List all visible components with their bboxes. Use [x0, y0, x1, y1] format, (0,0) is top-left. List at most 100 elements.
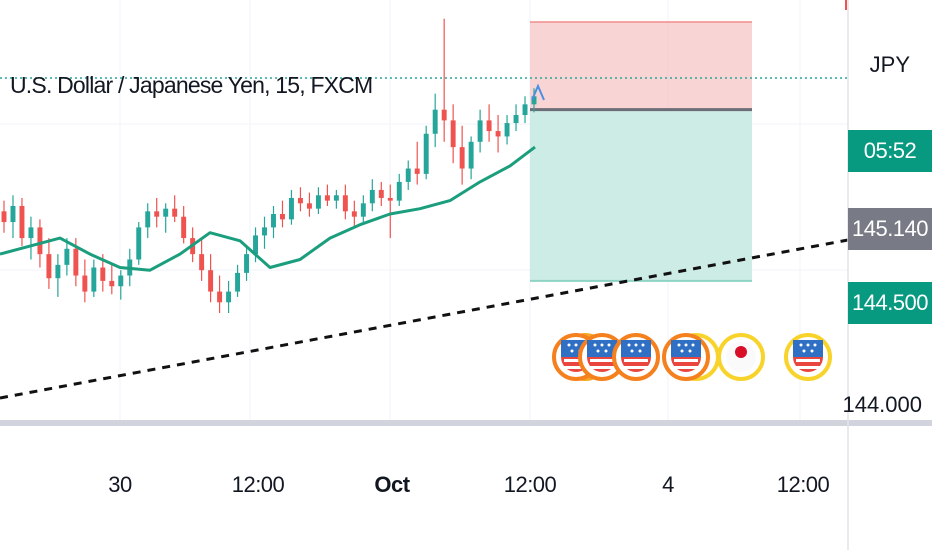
candle-body: [423, 133, 429, 174]
candle: [504, 115, 510, 145]
japan-flag-icon: [735, 346, 747, 358]
candle: [181, 205, 187, 244]
candle-body: [378, 189, 384, 198]
candle-body: [217, 291, 223, 303]
candle: [145, 203, 151, 239]
candle-body: [360, 203, 366, 217]
flag-star: [596, 349, 600, 353]
candle-body: [531, 96, 537, 105]
candle-body: [10, 205, 16, 223]
candle-body: [253, 235, 258, 255]
candle-body: [441, 109, 447, 121]
x-axis-separator: [0, 420, 932, 426]
candle-body: [154, 211, 160, 217]
candle: [226, 280, 232, 313]
candle-body: [262, 227, 267, 236]
price-lines: [0, 77, 848, 101]
x-tick-label: 12:00: [776, 472, 830, 497]
event-flag-us[interactable]: [578, 333, 626, 381]
candle: [271, 205, 276, 239]
flag-star: [806, 343, 810, 347]
candle: [136, 222, 142, 265]
candle-body: [55, 264, 61, 279]
candle: [531, 88, 537, 113]
event-flags[interactable]: [552, 333, 832, 381]
candle: [28, 216, 34, 260]
candle: [154, 197, 160, 228]
flag-star: [810, 349, 814, 353]
target-price-badge: 144.500: [848, 282, 932, 324]
candle: [414, 141, 420, 185]
candle-body: [351, 211, 357, 217]
candle-body: [405, 168, 411, 182]
us-flag-icon: [621, 340, 651, 357]
candle-body: [82, 275, 88, 292]
candles: [1, 18, 537, 313]
candle-body: [522, 104, 528, 116]
candle-body: [172, 208, 178, 217]
candle: [118, 270, 124, 300]
candle-body: [432, 109, 438, 134]
candle: [324, 184, 330, 206]
candle: [306, 192, 312, 217]
candle-body: [387, 197, 393, 201]
candle-body: [91, 267, 97, 292]
flag-stripe: [590, 366, 614, 369]
candle: [208, 254, 214, 303]
candle-body: [315, 195, 321, 209]
candle-body: [208, 270, 214, 292]
candle-body: [468, 141, 474, 169]
candle: [10, 195, 16, 239]
candle-body: [486, 120, 492, 132]
candle: [441, 18, 447, 142]
candle: [163, 203, 169, 233]
flag-star: [684, 343, 688, 347]
flag-star: [627, 343, 631, 347]
candle: [109, 264, 115, 295]
candle-body: [100, 267, 106, 281]
candle-body: [271, 214, 276, 228]
candle: [459, 125, 465, 185]
chart-title: U.S. Dollar / Japanese Yen, 15, FXCM: [10, 72, 373, 98]
candle-body: [396, 181, 402, 201]
candle-body: [280, 214, 285, 220]
candle-body: [163, 208, 169, 217]
flag-stripe: [590, 359, 614, 362]
flag-star: [607, 343, 611, 347]
event-flag-us[interactable]: [784, 333, 832, 381]
flag-star: [638, 349, 642, 353]
flag-stripe: [674, 359, 698, 362]
candle-body: [1, 211, 7, 223]
current-price-badge: 145.140: [848, 208, 932, 250]
flag-star: [691, 343, 695, 347]
flag-star: [688, 349, 692, 353]
candle-body: [19, 205, 25, 239]
us-flag-icon: [671, 340, 701, 357]
countdown-badge: 05:52: [848, 130, 932, 172]
candle-body: [288, 197, 294, 220]
candle-body: [181, 216, 187, 239]
candle-body: [64, 248, 70, 265]
x-tick-label: 12:00: [231, 472, 285, 497]
event-flag-us[interactable]: [662, 333, 710, 381]
candle: [477, 109, 483, 153]
candle: [199, 238, 205, 281]
event-flag-us[interactable]: [612, 333, 660, 381]
candle-body: [513, 115, 519, 124]
flag-stripe: [796, 366, 820, 369]
us-flag-icon: [793, 340, 823, 357]
flag-stripe: [564, 359, 588, 362]
candle-body: [235, 272, 241, 292]
candle-body: [297, 197, 303, 204]
candle: [91, 259, 97, 297]
candle: [468, 136, 474, 180]
ma-line: [0, 145, 536, 272]
flag-stripe: [674, 366, 698, 369]
candle-body: [450, 120, 456, 148]
event-flag-jp[interactable]: [717, 333, 765, 381]
flag-star: [802, 349, 806, 353]
candle: [513, 104, 519, 132]
